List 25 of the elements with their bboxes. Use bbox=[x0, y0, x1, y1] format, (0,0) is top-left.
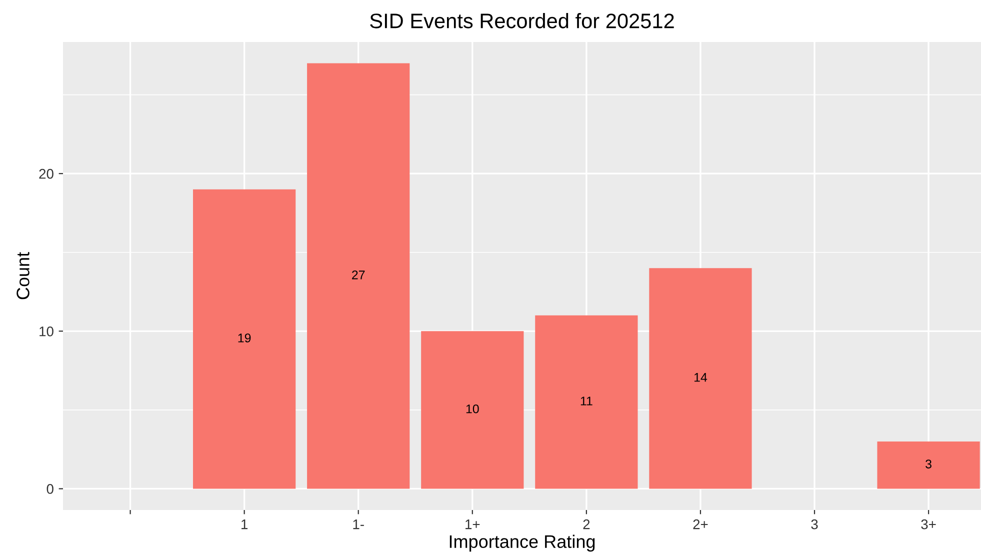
data-label: 14 bbox=[694, 373, 708, 382]
data-label: 27 bbox=[352, 270, 365, 280]
y-tick-label: 20 bbox=[39, 168, 54, 179]
x-tick-label: 1 bbox=[242, 520, 248, 530]
chart-title: SID Events Recorded for 202512 bbox=[370, 13, 674, 28]
x-tick-label: 1+ bbox=[466, 520, 480, 530]
bar bbox=[421, 331, 524, 489]
x-tick-label: 3 bbox=[811, 519, 818, 530]
data-label: 10 bbox=[466, 404, 479, 414]
y-tick-label: 10 bbox=[40, 326, 54, 336]
bar bbox=[535, 315, 638, 489]
x-tick-label: 1- bbox=[353, 520, 364, 530]
bar bbox=[649, 268, 752, 489]
data-label: 11 bbox=[580, 396, 592, 406]
x-tick-label: 3+ bbox=[921, 519, 936, 530]
y-tick-label: 0 bbox=[46, 484, 54, 494]
data-label: 3 bbox=[926, 460, 932, 468]
x-tick-label: 2+ bbox=[693, 519, 708, 530]
x-tick-label: 2 bbox=[583, 519, 590, 530]
bar bbox=[193, 189, 296, 489]
bar bbox=[307, 63, 410, 489]
x-axis-title: Importance Rating bbox=[450, 534, 595, 552]
bar bbox=[877, 441, 980, 489]
y-axis-title: Count bbox=[16, 252, 30, 300]
data-label: 19 bbox=[238, 334, 251, 342]
